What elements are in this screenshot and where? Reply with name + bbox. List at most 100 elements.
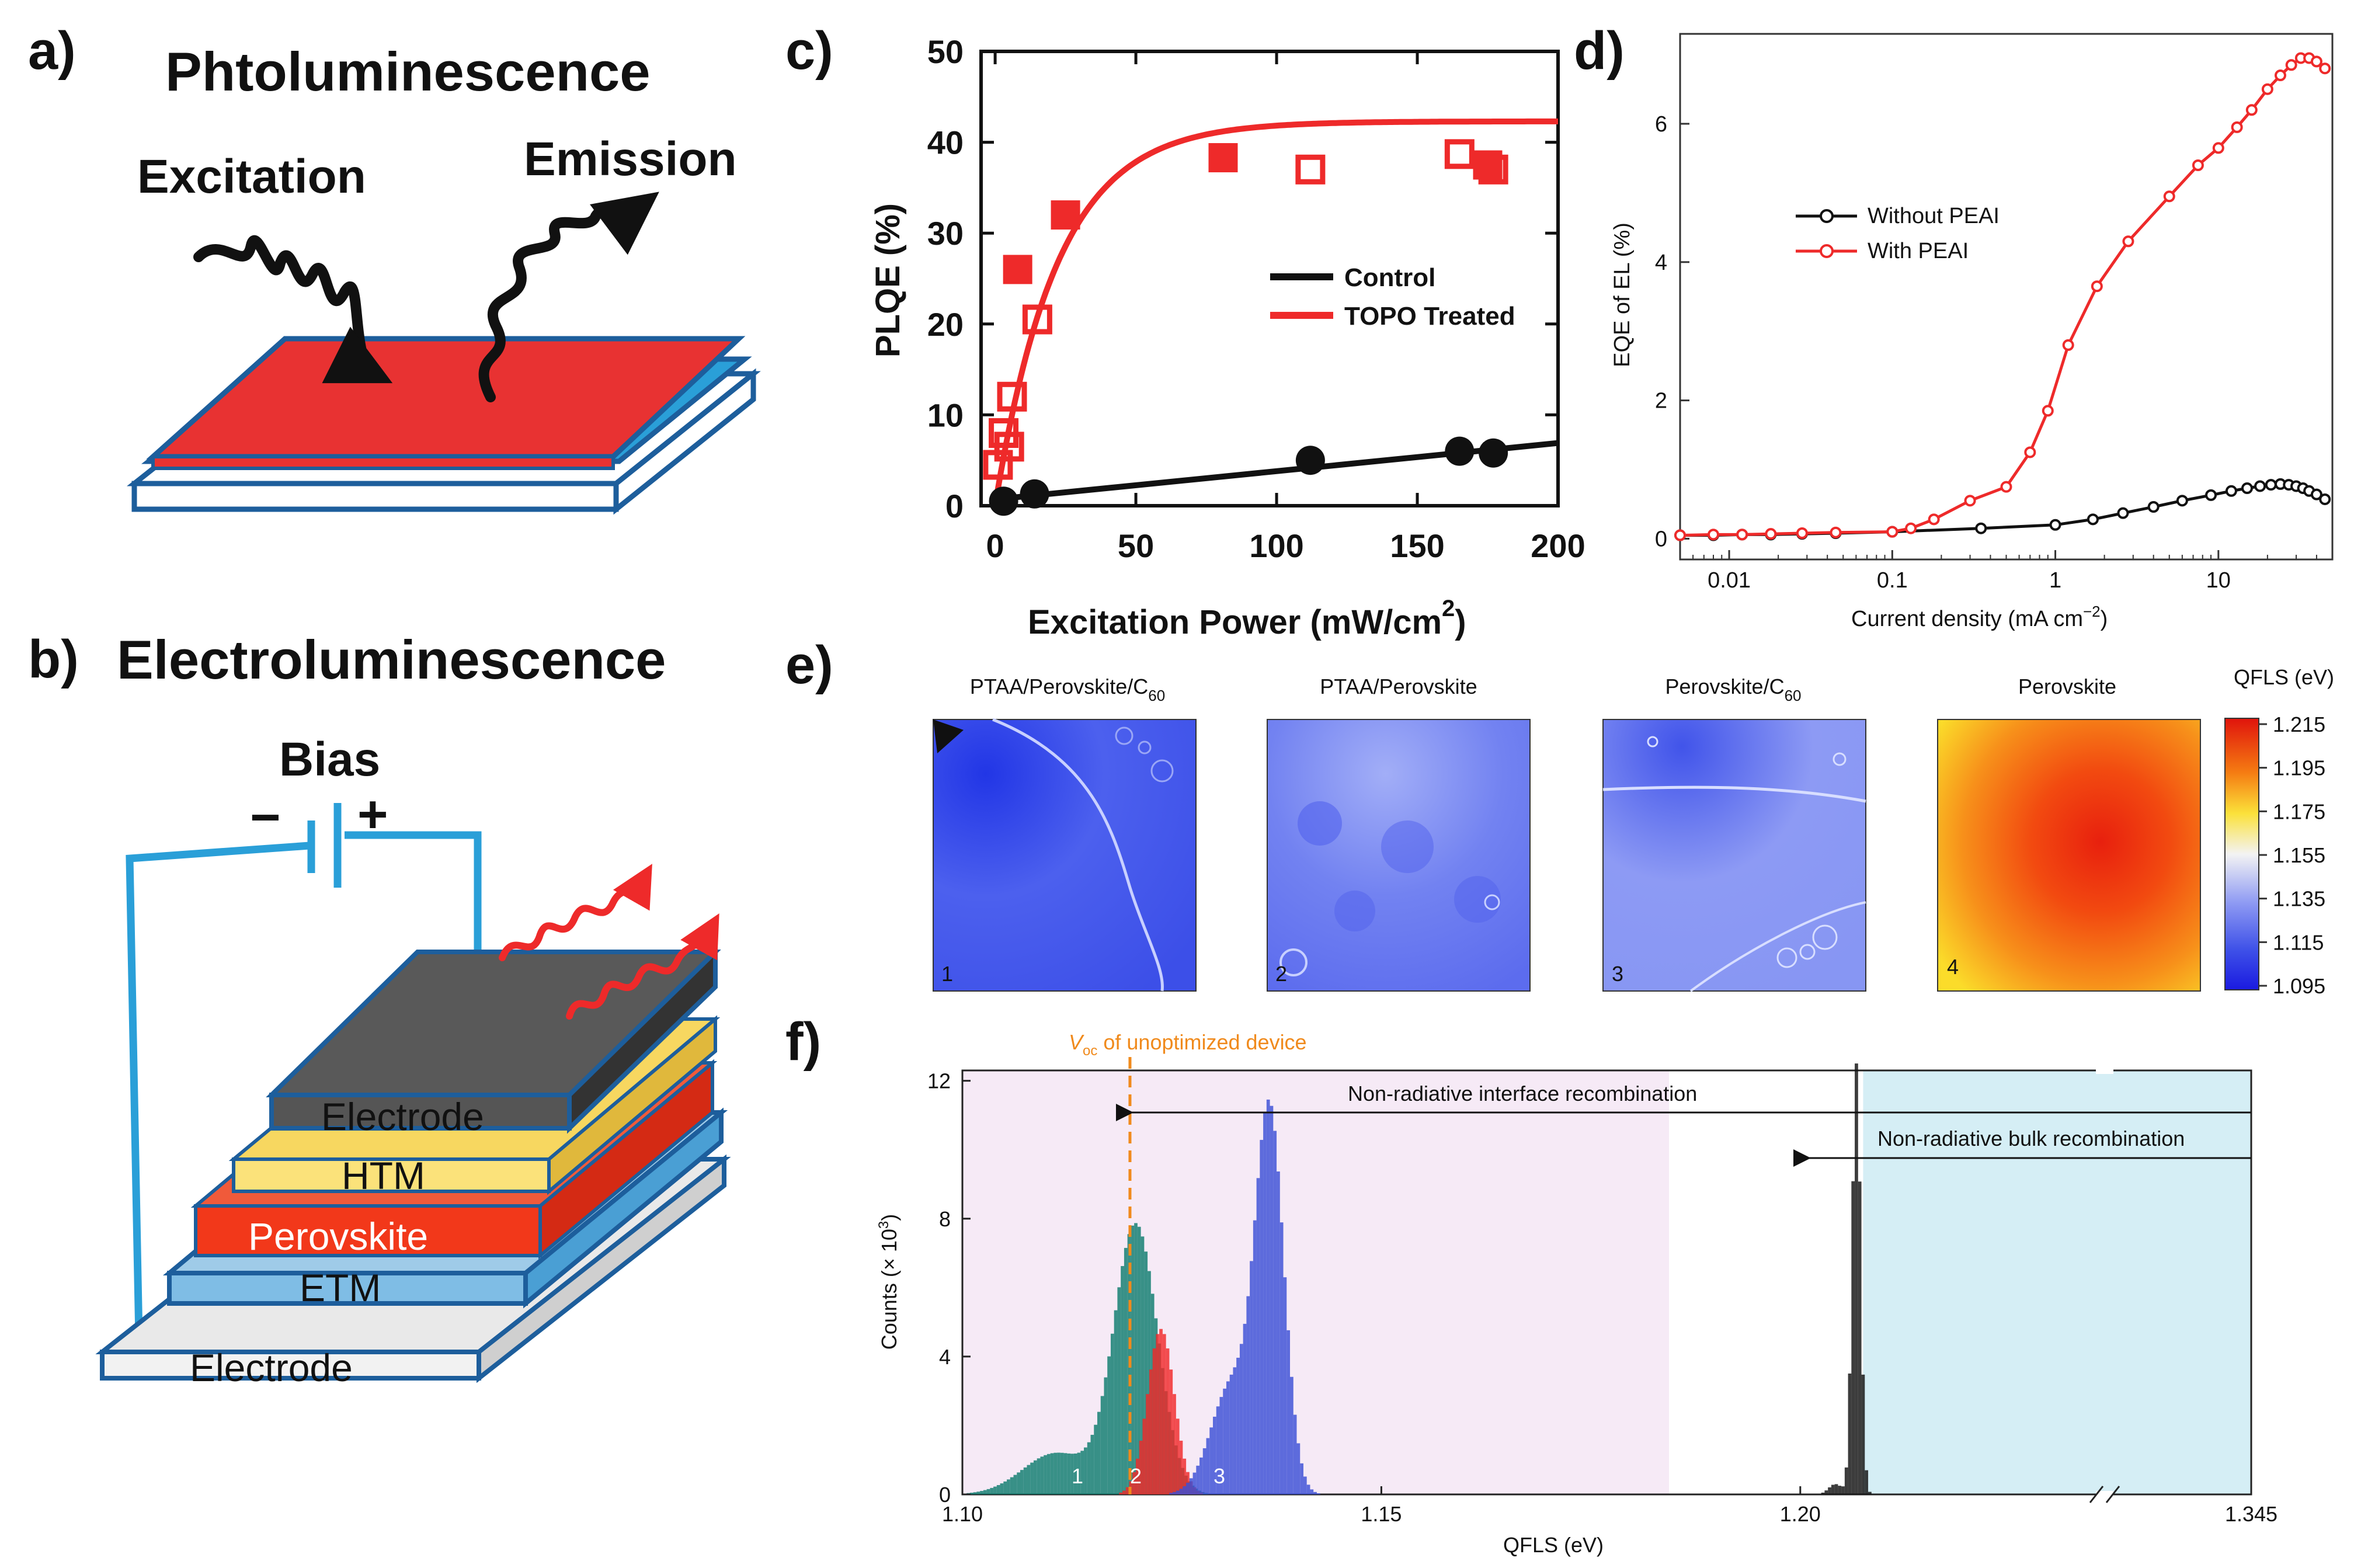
c-topo-point-open [1295,154,1326,185]
f-hist-bar-1 [1053,1452,1058,1494]
c-xtick-label: 150 [1390,527,1444,564]
layer-perovskite: Perovskite [248,1215,428,1258]
f-hist-bar-3 [1290,1376,1293,1494]
d-point-without [2147,501,2160,513]
map-4-number: 4 [1947,955,1959,979]
f-hist-bar-3 [1246,1296,1250,1494]
f-hist-bar-1 [976,1491,980,1494]
f-hist-bar-4 [1848,1374,1852,1494]
f-hist-bar-3 [1202,1448,1206,1494]
d-point-with [2285,59,2297,71]
f-hist-bar-2 [1146,1394,1149,1494]
f-hist-bar-3 [1236,1357,1240,1494]
d-point-without [2310,488,2322,500]
plot-c-legend: Control TOPO Treated [1270,263,1515,331]
f-hist-bar-3 [1243,1323,1247,1494]
f-hist-bar-1 [1010,1477,1014,1494]
f-hist-bar-1 [1087,1442,1091,1494]
pl-sample-stack [127,336,761,515]
f-hist-bar-3 [1216,1406,1220,1494]
d-point-without [2049,519,2061,531]
panel-c: c) 0 50 100 150 200 0 10 20 30 40 50 Excitation Po… [785,21,1585,641]
f-axis-break-bottom [2096,1491,2113,1498]
f-hist-bar-2 [1136,1458,1139,1494]
f-xtick-label: 1.10 [942,1502,983,1526]
excitation-wave [193,235,393,384]
d-point-without [2205,489,2217,501]
f-hist-bar-4 [1868,1491,1872,1494]
d-point-without [2176,495,2188,507]
f-hist-bar-1 [1013,1475,1017,1494]
f-hist-bar-2 [1162,1334,1166,1494]
f-hist-bar-3 [1286,1330,1291,1494]
peak-label-3: 3 [1213,1464,1225,1488]
f-hist-bar-1 [996,1485,1000,1494]
f-hist-bar-3 [1189,1478,1193,1494]
d-point-with [2091,280,2103,293]
d-series-line-with [1680,56,2326,537]
f-axis-break-slash [2089,1486,2104,1503]
f-hist-bar-1 [1060,1452,1064,1494]
f-hist-bar-1 [1104,1377,1108,1494]
f-hist-bar-1 [1070,1454,1074,1494]
f-hist-bar-2 [1176,1418,1180,1494]
c-ytick-label: 20 [927,306,964,343]
f-hist-bar-3 [1169,1493,1173,1494]
plot-f-region-bulk [1863,1070,2251,1494]
f-axis-break-top [2096,1067,2113,1074]
f-hist-bar-1 [1107,1356,1111,1494]
f-hist-bar-1 [1007,1479,1010,1494]
d-ytick-label: 0 [1655,527,1667,551]
f-hist-bar-3 [1173,1491,1176,1494]
colorbar-tick-label: 1.215 [2273,712,2325,736]
f-hist-bar-1 [1144,1251,1148,1494]
f-hist-bar-2 [1183,1458,1187,1494]
legend-control-label: Control [1344,263,1435,292]
f-hist-bar-1 [1000,1483,1004,1494]
c-control-point [1020,479,1049,509]
f-hist-bar-2 [1119,1492,1123,1494]
f-hist-bar-3 [1303,1476,1307,1494]
peak-label-2: 2 [1130,1464,1142,1488]
f-hist-bar-2 [1166,1348,1170,1494]
d-point-with [1765,528,1777,540]
f-xtick-label: 1.15 [1361,1502,1402,1526]
d-xtick-label: 1 [2049,568,2061,593]
f-hist-bar-2 [1142,1418,1146,1494]
legend-without-marker [1820,209,1834,223]
f-hist-bar-3 [1186,1483,1190,1494]
panel-a: a) Phtoluminescence Excitation Emission [28,21,761,515]
layer-htm: HTM [342,1154,425,1197]
f-hist-bar-3 [1206,1438,1210,1494]
f-hist-bar-3 [1283,1277,1287,1494]
panel-e-letter: e) [785,635,833,695]
plot-d-xlabel: Current density (mA cm−2) [1851,603,2108,631]
panel-e: e) PTAA/Perovskite/C60 PTAA/Perovskite P… [785,635,2334,998]
f-hist-bar-4 [1828,1487,1831,1494]
el-emission-wave-1 [499,864,652,961]
c-xtick-label: 200 [1531,527,1585,564]
qfls-map-1: 1 [933,718,1197,992]
c-topo-fit-line [992,118,1558,506]
panel-d: d) 0.01 0.1 1 10 0 2 4 6 Current density (mA cm… [1574,21,2334,631]
d-point-with [2042,405,2054,417]
d-point-without [1975,522,1987,534]
map-2-number: 2 [1275,962,1287,986]
f-hist-bar-1 [1063,1453,1068,1494]
f-hist-bar-1 [1044,1455,1047,1494]
el-device-stack [95,946,731,1383]
f-axis-break-slash [2105,1486,2120,1503]
f-hist-bar-2 [1169,1369,1173,1494]
f-hist-bar-3 [1196,1465,1200,1494]
f-hist-bar-4 [1834,1484,1838,1494]
bias-label: Bias [279,733,380,786]
excitation-label: Excitation [137,150,366,203]
plot-c-ylabel: PLQE (%) [869,203,907,357]
f-hist-bar-1 [1037,1458,1041,1494]
d-point-with [2245,104,2258,116]
interface-recombination-label: Non-radiative interface recombination [1348,1082,1697,1105]
f-hist-bar-1 [990,1487,994,1494]
f-hist-bar-3 [1306,1484,1310,1494]
colorbar-title: QFLS (eV) [2234,665,2334,689]
